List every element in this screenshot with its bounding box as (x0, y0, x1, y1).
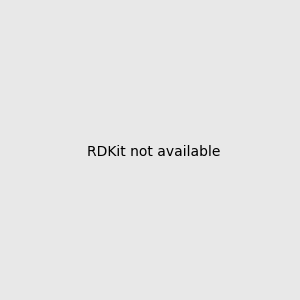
Text: RDKit not available: RDKit not available (87, 145, 220, 158)
